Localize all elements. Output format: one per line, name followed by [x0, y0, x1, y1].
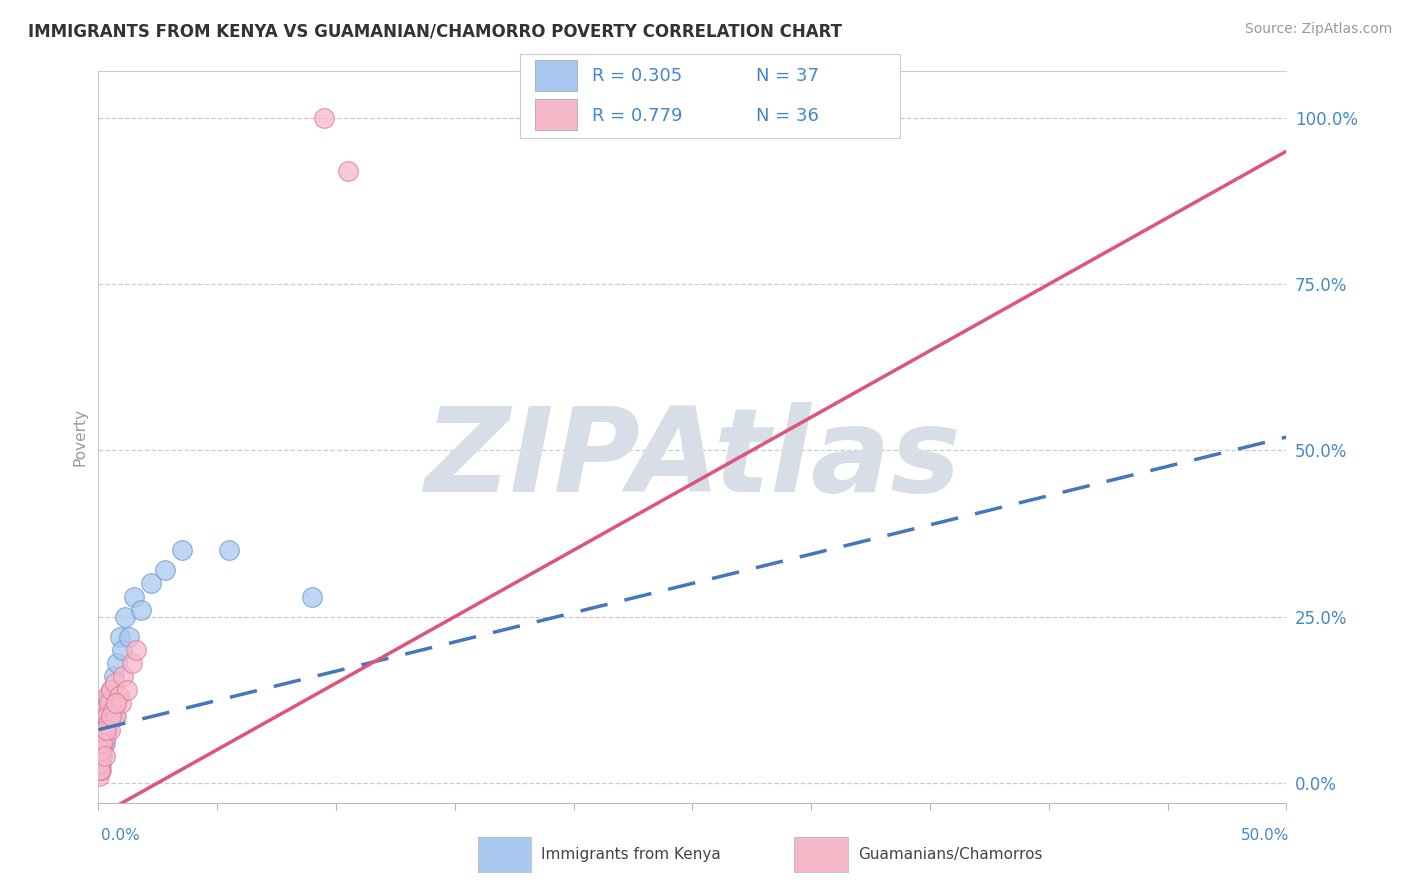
Point — [114, 609, 136, 624]
Y-axis label: Poverty: Poverty — [72, 408, 87, 467]
FancyBboxPatch shape — [536, 99, 578, 130]
Point — [121, 656, 143, 670]
Text: 0.0%: 0.0% — [101, 828, 141, 843]
Point — [108, 630, 131, 644]
Point — [89, 749, 111, 764]
Point — [104, 709, 127, 723]
Point — [103, 676, 125, 690]
Point — [98, 696, 121, 710]
Point — [93, 716, 115, 731]
Point — [98, 723, 121, 737]
Point — [139, 576, 162, 591]
Point — [90, 749, 112, 764]
Point — [125, 643, 148, 657]
Point — [93, 716, 115, 731]
Point — [314, 111, 336, 125]
Point — [110, 696, 132, 710]
Point — [96, 709, 118, 723]
Point — [100, 682, 122, 697]
Point — [94, 723, 117, 737]
Point — [101, 703, 124, 717]
Point — [91, 723, 114, 737]
Point — [107, 690, 129, 704]
Point — [103, 669, 125, 683]
Point — [107, 656, 129, 670]
Point — [101, 696, 124, 710]
Text: N = 37: N = 37 — [755, 67, 818, 85]
Point — [89, 756, 111, 770]
Point — [170, 543, 193, 558]
Point — [94, 723, 117, 737]
Point — [89, 769, 111, 783]
Text: Guamanians/Chamorros: Guamanians/Chamorros — [858, 847, 1042, 862]
Point — [90, 736, 112, 750]
Point — [129, 603, 152, 617]
Point — [90, 742, 112, 756]
Point — [153, 563, 176, 577]
Text: N = 36: N = 36 — [755, 107, 818, 125]
Point — [100, 682, 122, 697]
Text: IMMIGRANTS FROM KENYA VS GUAMANIAN/CHAMORRO POVERTY CORRELATION CHART: IMMIGRANTS FROM KENYA VS GUAMANIAN/CHAMO… — [28, 22, 842, 40]
Point — [93, 723, 115, 737]
Point — [105, 709, 128, 723]
Point — [89, 763, 111, 777]
Point — [301, 590, 323, 604]
Point — [100, 709, 122, 723]
Point — [94, 703, 117, 717]
FancyBboxPatch shape — [536, 61, 578, 91]
Point — [97, 703, 120, 717]
Text: ZIPAtlas: ZIPAtlas — [425, 401, 960, 516]
Point — [89, 756, 111, 770]
Point — [91, 729, 114, 743]
Text: Source: ZipAtlas.com: Source: ZipAtlas.com — [1244, 22, 1392, 37]
Point — [105, 696, 128, 710]
Point — [218, 543, 240, 558]
Point — [90, 736, 112, 750]
Point — [91, 742, 114, 756]
Point — [115, 682, 138, 697]
Point — [93, 749, 115, 764]
Point — [93, 709, 115, 723]
Point — [89, 756, 111, 770]
Point — [96, 696, 118, 710]
Point — [94, 729, 117, 743]
Point — [98, 709, 121, 723]
Point — [90, 763, 112, 777]
Point — [90, 756, 112, 770]
Point — [97, 716, 120, 731]
Point — [112, 669, 135, 683]
Text: R = 0.305: R = 0.305 — [592, 67, 682, 85]
Point — [118, 630, 141, 644]
Point — [90, 749, 112, 764]
Text: Immigrants from Kenya: Immigrants from Kenya — [541, 847, 721, 862]
Point — [90, 742, 112, 756]
Point — [94, 736, 117, 750]
Point — [89, 763, 111, 777]
Point — [97, 690, 120, 704]
Point — [93, 723, 115, 737]
Text: R = 0.779: R = 0.779 — [592, 107, 683, 125]
Point — [91, 729, 114, 743]
Point — [336, 164, 359, 178]
Point — [96, 690, 118, 704]
Point — [111, 643, 134, 657]
Point — [91, 729, 114, 743]
Point — [91, 736, 114, 750]
Point — [91, 736, 114, 750]
Text: 50.0%: 50.0% — [1241, 828, 1289, 843]
Point — [96, 716, 118, 731]
Point — [122, 590, 145, 604]
